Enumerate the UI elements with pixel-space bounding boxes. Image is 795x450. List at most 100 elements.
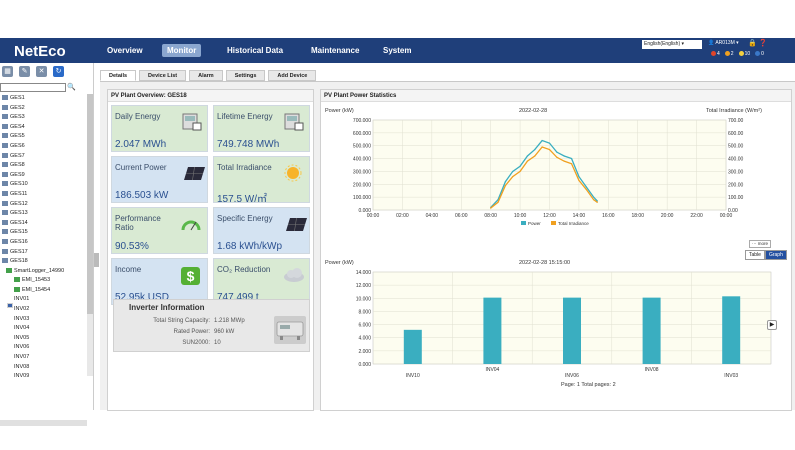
next-page-icon[interactable]: ▶ bbox=[767, 320, 777, 330]
tree-item[interactable]: INV03 bbox=[2, 303, 86, 325]
search-icon[interactable]: 🔍 bbox=[67, 84, 76, 91]
tree-item[interactable]: INV05 bbox=[2, 303, 86, 344]
more-label: more bbox=[757, 241, 769, 246]
help-icon[interactable]: ❓ bbox=[758, 40, 768, 47]
tree-item[interactable]: GES14 bbox=[2, 219, 86, 229]
collapse-panel-handle[interactable] bbox=[94, 253, 99, 267]
tab-content: PV Plant Overview: GES18 Daily Energy 2.0… bbox=[100, 81, 795, 411]
emi-icon bbox=[14, 277, 20, 283]
site-icon bbox=[2, 171, 8, 177]
tree-search-input[interactable] bbox=[0, 83, 66, 92]
nav-maintenance[interactable]: Maintenance bbox=[311, 46, 360, 55]
x-tick-label: 16:00 bbox=[602, 213, 615, 219]
tree-item-label: EMI_15453 bbox=[22, 277, 51, 284]
tree-item[interactable]: GES2 bbox=[2, 104, 86, 114]
tree-item[interactable]: SmartLogger_14990 bbox=[2, 267, 86, 277]
edit-site-icon[interactable]: ✎ bbox=[19, 66, 30, 77]
tab-device-list[interactable]: Device List bbox=[139, 70, 187, 81]
series-line-1 bbox=[490, 146, 598, 209]
alarm-count-3[interactable]: 0 bbox=[755, 51, 764, 57]
meter-icon bbox=[282, 113, 304, 131]
language-select[interactable]: English(English) ▾ bbox=[642, 40, 702, 49]
meter-icon bbox=[180, 113, 202, 131]
tree-item-label: EMI_15454 bbox=[22, 286, 51, 293]
tree-item-label: GES17 bbox=[10, 248, 28, 255]
kpi-card: Income 52.95k USD $ bbox=[111, 258, 208, 305]
sun-icon bbox=[282, 164, 304, 182]
user-menu[interactable]: 👤 AR013M ▾ bbox=[708, 40, 739, 46]
string-capacity-label: Total String Capacity: bbox=[153, 318, 210, 324]
tree-item[interactable]: INV04 bbox=[2, 303, 86, 334]
tree-item-label: GES10 bbox=[10, 181, 28, 188]
nav-historical-data[interactable]: Historical Data bbox=[227, 46, 284, 55]
tree-item[interactable]: GES5 bbox=[2, 132, 86, 142]
y-tick-label: 100.000 bbox=[353, 195, 371, 201]
lock-icon[interactable]: 🔒 bbox=[748, 40, 757, 47]
tab-add-device[interactable]: Add Device bbox=[268, 70, 317, 81]
tree-item[interactable]: INV07 bbox=[2, 303, 86, 363]
tree-item[interactable]: GES8 bbox=[2, 161, 86, 171]
tree-item[interactable]: INV09 bbox=[2, 303, 86, 382]
data-point bbox=[534, 148, 536, 151]
more-button[interactable]: ⋯ more bbox=[749, 240, 772, 248]
table-toggle[interactable]: Table bbox=[745, 250, 765, 260]
tree-item[interactable]: GES3 bbox=[2, 113, 86, 123]
tree-item[interactable]: GES6 bbox=[2, 142, 86, 152]
nav-monitor[interactable]: Monitor bbox=[162, 44, 202, 57]
tab-details[interactable]: Details bbox=[100, 70, 137, 81]
x-tick-label: INV06 bbox=[565, 373, 579, 379]
tree-item[interactable]: INV06 bbox=[2, 303, 86, 353]
data-point bbox=[541, 146, 543, 148]
tree-item[interactable]: INV01 bbox=[2, 295, 86, 308]
y2-tick-label: 100.00 bbox=[728, 195, 744, 201]
scrollbar-thumb[interactable] bbox=[87, 94, 93, 314]
tree-item[interactable]: GES16 bbox=[2, 238, 86, 248]
graph-toggle[interactable]: Graph bbox=[764, 250, 787, 260]
chart2-datetime: 2022-02-28 15:15:00 bbox=[519, 260, 571, 266]
tab-alarm[interactable]: Alarm bbox=[189, 70, 223, 81]
tree-item[interactable]: EMI_15453 bbox=[2, 276, 86, 286]
tree-item[interactable]: GES10 bbox=[2, 180, 86, 190]
add-site-icon[interactable]: ▦ bbox=[2, 66, 13, 77]
tree-item[interactable]: GES1 bbox=[2, 94, 86, 104]
refresh-icon[interactable]: ↻ bbox=[53, 66, 64, 77]
power-irradiance-chart: 0.000 0.00 100.000 100.00 200.000 200.00 300.0… bbox=[353, 118, 744, 226]
site-icon bbox=[2, 190, 8, 196]
alarm-count-2[interactable]: 10 bbox=[738, 51, 750, 57]
tab-settings[interactable]: Settings bbox=[225, 70, 266, 81]
x-tick-label: 00:00 bbox=[367, 213, 380, 219]
tree-item[interactable]: INV02 bbox=[2, 303, 86, 315]
y-tick-label: 4.000 bbox=[358, 336, 371, 342]
tree-item[interactable]: GES17 bbox=[2, 248, 86, 258]
tree-item[interactable]: GES18 bbox=[2, 257, 86, 267]
rated-power-value: 960 kW bbox=[214, 329, 235, 335]
tree-item[interactable]: GES15 bbox=[2, 228, 86, 238]
delete-site-icon[interactable]: ✕ bbox=[36, 66, 47, 77]
nav-system[interactable]: System bbox=[383, 46, 412, 55]
tree-item[interactable]: GES7 bbox=[2, 152, 86, 162]
tree-item[interactable]: GES12 bbox=[2, 200, 86, 210]
tree-horizontal-scrollbar[interactable] bbox=[0, 420, 87, 426]
power-statistics-panel: PV Plant Power Statistics Power (kW) 202… bbox=[320, 89, 792, 411]
tree-item[interactable]: GES11 bbox=[2, 190, 86, 200]
data-point bbox=[490, 207, 492, 209]
app-frame: NetEco Overview Monitor Historical Data … bbox=[0, 38, 795, 426]
alarm-count-0[interactable]: 4 bbox=[711, 51, 720, 57]
tree-item-label: GES2 bbox=[10, 104, 25, 111]
tree-item[interactable]: GES4 bbox=[2, 123, 86, 133]
tree-vertical-scrollbar[interactable] bbox=[87, 94, 93, 376]
string-capacity-value: 1.218 MWp bbox=[214, 318, 245, 324]
x-tick-label: 14:00 bbox=[573, 213, 586, 219]
inverter-information: Inverter Information Total String Capaci… bbox=[113, 299, 310, 352]
tree-item[interactable]: INV08 bbox=[2, 303, 86, 373]
tree-item[interactable]: GES9 bbox=[2, 171, 86, 181]
nav-overview[interactable]: Overview bbox=[107, 46, 143, 55]
alarm-count-1[interactable]: 2 bbox=[724, 51, 734, 57]
alarm-summary[interactable]: 4 2 10 0 bbox=[711, 51, 764, 57]
y2-tick-label: 300.00 bbox=[728, 169, 744, 175]
tree-item-label: GES4 bbox=[10, 123, 25, 130]
tree-item[interactable]: GES13 bbox=[2, 209, 86, 219]
tree-item[interactable]: EMI_15454 bbox=[2, 286, 86, 296]
tree-item-label: GES8 bbox=[10, 162, 25, 169]
inverter-info-title: Inverter Information bbox=[129, 303, 205, 312]
